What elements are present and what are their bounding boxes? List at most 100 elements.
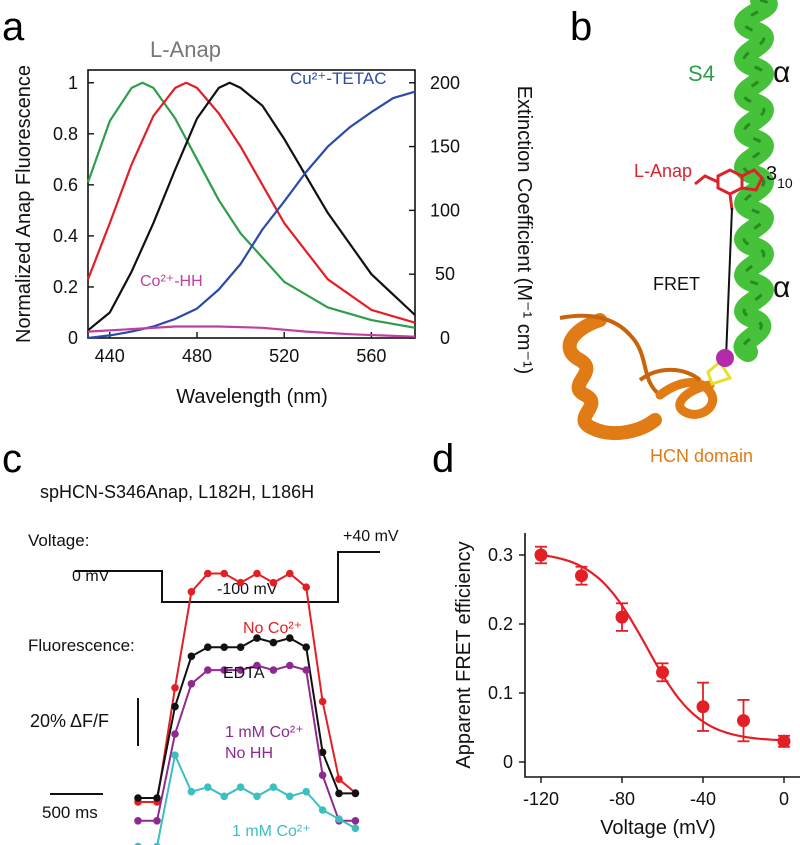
trace-point-red xyxy=(253,569,261,578)
fret-line xyxy=(725,207,733,359)
trace-point-black xyxy=(335,789,343,798)
trace-point-black xyxy=(286,634,294,642)
trace-purple xyxy=(138,664,356,822)
a-series-green xyxy=(86,81,416,329)
trace-point-cyan xyxy=(220,792,228,801)
v-post-label: +40 mV xyxy=(343,528,399,545)
panel-c-traces: spHCN-S346Anap, L182H, L186H Voltage: 0 … xyxy=(28,482,399,845)
d-data-point xyxy=(656,665,669,679)
a-ytick-label: 0.6 xyxy=(53,175,78,195)
trace-point-purple xyxy=(134,817,142,825)
trace-point-red xyxy=(220,569,228,578)
panel-a-plot-frame xyxy=(87,69,416,339)
a-ytick-label: 0.4 xyxy=(53,226,78,246)
fret-label: FRET xyxy=(653,274,700,294)
trace-point-black xyxy=(171,702,179,711)
trace-point-black xyxy=(236,643,245,651)
scale-x-label: 500 ms xyxy=(42,803,98,822)
voltage-label: Voltage: xyxy=(28,531,89,550)
panel-d-x-ticks: -120 -80 -40 0 xyxy=(523,777,789,809)
trace-point-purple xyxy=(302,666,311,674)
hcn-domain xyxy=(559,313,717,441)
trace-point-red xyxy=(286,569,294,578)
metal-ligand-sticks xyxy=(706,359,733,386)
trace-point-red xyxy=(302,583,311,591)
trace-point-cyan xyxy=(253,792,261,801)
d-fit-curve xyxy=(540,553,785,742)
trace-point-black xyxy=(204,643,212,651)
trace-point-purple xyxy=(153,817,161,825)
d-xtick-label: -40 xyxy=(690,789,716,809)
a-xtick-label: 560 xyxy=(356,346,386,366)
trace-point-black xyxy=(187,652,196,661)
d-xtick-label: -120 xyxy=(523,789,559,809)
trace-point-cyan xyxy=(351,824,360,833)
scale-y-label: 20% ΔF/F xyxy=(30,711,109,731)
panel-d-axes xyxy=(524,533,800,778)
trace-point-red xyxy=(236,578,245,587)
panel-d-xlabel: Voltage (mV) xyxy=(600,817,716,839)
trace-cyan xyxy=(156,751,356,845)
a-series-magenta xyxy=(87,325,416,338)
trace-point-cyan xyxy=(318,806,327,814)
fluorescence-label: Fluorescence: xyxy=(28,636,135,655)
a-rtick-label: 0 xyxy=(440,328,450,348)
trace-point-cyan xyxy=(302,787,311,796)
panel-label-b: b xyxy=(570,5,592,49)
trace-point-purple xyxy=(171,730,179,738)
trace-point-cyan xyxy=(204,783,212,791)
trace-point-red xyxy=(204,569,212,578)
panel-a-x-ticks: 440 480 520 560 xyxy=(95,332,386,366)
a-rtick-label: 150 xyxy=(430,137,460,157)
trace-black xyxy=(138,637,356,799)
panel-d-ylabel: Apparent FRET efficiency xyxy=(453,541,475,768)
trace-point-purple xyxy=(253,661,261,670)
trace-point-red xyxy=(318,697,327,706)
hcn-domain-label: HCN domain xyxy=(650,446,753,466)
trace-point-black xyxy=(220,643,228,651)
a-rtick-label: 50 xyxy=(435,264,455,284)
d-data-point xyxy=(534,548,548,562)
d-data-point xyxy=(777,734,791,748)
a-series-red xyxy=(86,81,416,324)
a-rtick-label: 100 xyxy=(430,200,460,220)
trace-point-red xyxy=(171,684,179,692)
panel-d-chart: -120 -80 -40 0 0 0.1 0.2 0.3 Apparent FRET eff… xyxy=(453,533,800,839)
a-ytick-label: 0.8 xyxy=(53,124,78,144)
fluorescence-traces xyxy=(134,569,360,845)
d-xtick-label: 0 xyxy=(779,789,789,809)
s4-helix xyxy=(733,0,778,362)
trace-red xyxy=(138,572,357,803)
a-xtick-label: 440 xyxy=(95,346,125,366)
panel-d-y-ticks: 0 0.1 0.2 0.3 xyxy=(488,545,525,772)
a-ytick-label: 0 xyxy=(68,328,78,348)
anap-residue xyxy=(694,168,764,211)
panel-d-points xyxy=(534,545,791,748)
one-mm-co-label: 1 mM Co²⁺ xyxy=(232,823,311,840)
panel-a-chart: 440 480 520 560 0 0.2 0.4 0.6 0.8 1 0 50 100 150 200… xyxy=(13,37,535,408)
panel-a-xlabel: Wavelength (nm) xyxy=(176,386,328,408)
a-ytick-label: 0.2 xyxy=(53,277,78,297)
trace-point-purple xyxy=(269,666,278,674)
trace-point-black xyxy=(253,634,261,642)
trace-point-red xyxy=(335,775,343,783)
d-ytick-label: 0 xyxy=(503,752,513,772)
edta-label: EDTA xyxy=(223,665,265,682)
a-ytick-label: 1 xyxy=(68,73,78,93)
three-ten-label: 310 xyxy=(766,163,793,191)
metal-ion xyxy=(716,349,734,367)
panel-label-d: d xyxy=(432,437,454,481)
panel-label-a: a xyxy=(2,5,25,49)
a-xtick-label: 480 xyxy=(182,346,212,366)
trace-point-purple xyxy=(351,817,360,825)
trace-point-cyan xyxy=(153,842,161,845)
a-series-black xyxy=(87,81,416,332)
anap-label: L-Anap xyxy=(634,161,692,181)
trace-point-purple xyxy=(204,666,212,674)
trace-point-black xyxy=(269,638,278,647)
d-ytick-label: 0.1 xyxy=(488,683,513,703)
trace-point-cyan xyxy=(187,787,196,796)
trace-point-cyan xyxy=(236,783,245,791)
trace-point-purple xyxy=(220,666,228,674)
